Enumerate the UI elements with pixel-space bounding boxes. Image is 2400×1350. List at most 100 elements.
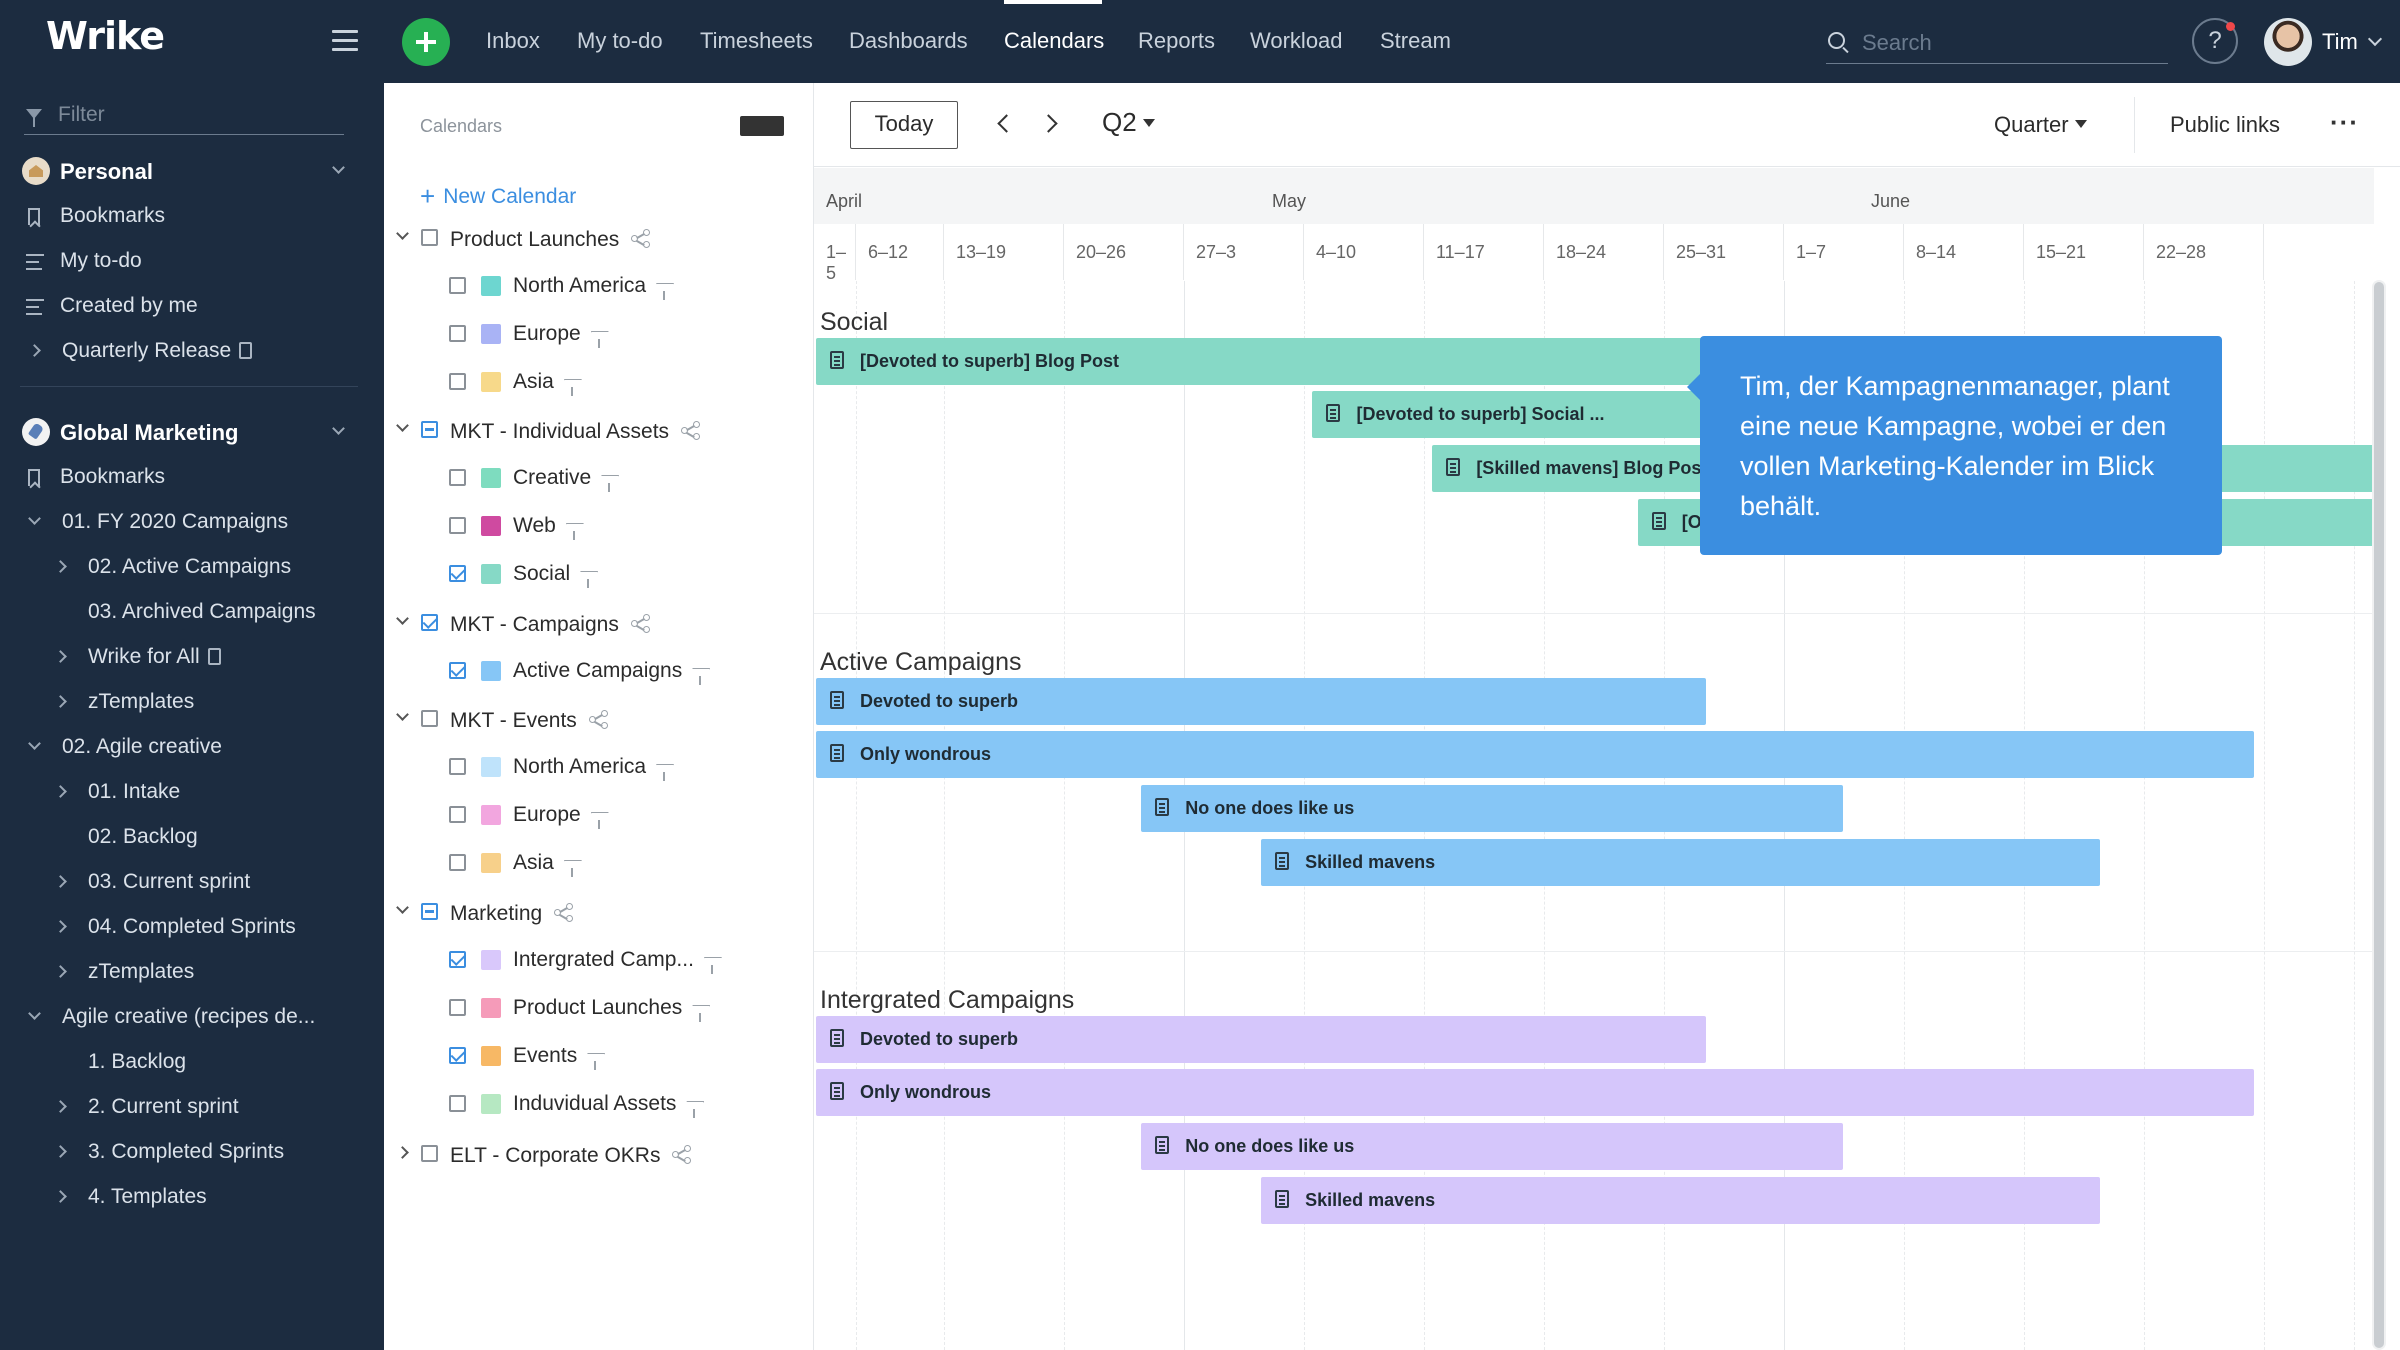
calendar-checkbox[interactable] [421, 710, 438, 727]
chevron-down-icon[interactable] [396, 708, 409, 721]
calendar-checkbox[interactable] [449, 373, 466, 390]
search-input[interactable] [1862, 28, 2152, 58]
nav-workload[interactable]: Workload [1250, 28, 1343, 53]
chevron-left-icon[interactable] [997, 114, 1016, 133]
chevron-down-icon[interactable] [396, 227, 409, 240]
sidebar-item-templates[interactable]: 4. Templates [0, 1177, 384, 1217]
filter-icon[interactable] [656, 283, 672, 294]
sidebar-item-ztemplates-2[interactable]: zTemplates [0, 952, 384, 992]
calendar-checkbox[interactable] [449, 758, 466, 775]
calendar-row[interactable]: North America [384, 747, 814, 787]
calendar-row[interactable]: Asia [384, 843, 814, 883]
chevron-right-icon[interactable] [54, 875, 67, 888]
sidebar-item-ztemplates[interactable]: zTemplates [0, 682, 384, 722]
chevron-right-icon[interactable] [1039, 114, 1058, 133]
sidebar-item-my-to-do[interactable]: My to-do [0, 241, 384, 281]
task-bar[interactable]: Only wondrous [816, 1069, 2254, 1116]
sidebar-item-quarterly-release[interactable]: Quarterly Release [0, 331, 384, 371]
new-calendar-button[interactable]: + New Calendar [420, 179, 576, 211]
filter-icon[interactable] [656, 764, 672, 775]
calendar-row[interactable]: Asia [384, 362, 814, 402]
nav-my-to-do[interactable]: My to-do [577, 28, 663, 53]
share-icon[interactable] [554, 903, 574, 923]
scale-selector[interactable]: Quarter [1994, 112, 2087, 138]
collapse-panel-icon[interactable] [740, 115, 786, 137]
sidebar-item-agile-creative[interactable]: 02. Agile creative [0, 727, 384, 767]
sidebar-item-created-by-me[interactable]: Created by me [0, 286, 384, 326]
create-new-button[interactable] [402, 18, 450, 66]
sidebar-item-fy2020-campaigns[interactable]: 01. FY 2020 Campaigns [0, 502, 384, 542]
chevron-right-icon[interactable] [54, 560, 67, 573]
chevron-right-icon[interactable] [396, 1146, 409, 1159]
filter-icon[interactable] [704, 957, 720, 968]
calendar-row[interactable]: MKT - Campaigns [384, 603, 814, 643]
space-personal[interactable]: Personal [0, 151, 384, 191]
task-bar[interactable]: No one does like us [1141, 785, 1844, 832]
chevron-right-icon[interactable] [54, 695, 67, 708]
calendar-row[interactable]: Active Campaigns [384, 651, 814, 691]
calendar-checkbox[interactable] [421, 1145, 438, 1162]
task-bar[interactable]: Skilled mavens [1261, 839, 2100, 886]
calendar-row[interactable]: Europe [384, 795, 814, 835]
calendar-checkbox[interactable] [449, 999, 466, 1016]
chevron-down-icon[interactable] [396, 419, 409, 432]
calendar-row[interactable]: Product Launches [384, 218, 814, 258]
sidebar-item-active-campaigns[interactable]: 02. Active Campaigns [0, 547, 384, 587]
chevron-right-icon[interactable] [54, 650, 67, 663]
nav-stream[interactable]: Stream [1380, 28, 1451, 53]
filter-icon[interactable] [591, 331, 607, 342]
share-icon[interactable] [681, 421, 701, 441]
task-bar[interactable]: No one does like us [1141, 1123, 1844, 1170]
period-selector[interactable]: Q2 [1102, 107, 1155, 138]
chevron-down-icon[interactable] [332, 161, 345, 174]
chevron-right-icon[interactable] [54, 1145, 67, 1158]
sidebar-item-current-sprint-2[interactable]: 2. Current sprint [0, 1087, 384, 1127]
calendar-row[interactable]: Product Launches [384, 988, 814, 1028]
calendar-checkbox[interactable] [421, 903, 438, 920]
help-button[interactable]: ? [2192, 18, 2238, 64]
calendar-checkbox[interactable] [449, 1095, 466, 1112]
calendar-row[interactable]: Europe [384, 314, 814, 354]
sidebar-item-intake[interactable]: 01. Intake [0, 772, 384, 812]
calendar-checkbox[interactable] [449, 469, 466, 486]
calendar-checkbox[interactable] [449, 951, 466, 968]
chevron-down-icon[interactable] [28, 512, 41, 525]
scrollbar-thumb[interactable] [2374, 282, 2384, 1348]
public-links-button[interactable]: Public links [2170, 112, 2281, 137]
calendar-row[interactable]: Events [384, 1036, 814, 1076]
calendar-checkbox[interactable] [449, 325, 466, 342]
sidebar-item-bookmarks[interactable]: Bookmarks [0, 196, 384, 236]
sidebar-item-archived-campaigns[interactable]: 03. Archived Campaigns [0, 592, 384, 632]
calendar-row[interactable]: MKT - Individual Assets [384, 410, 814, 450]
calendar-checkbox[interactable] [449, 277, 466, 294]
filter-icon[interactable] [601, 475, 617, 486]
calendar-checkbox[interactable] [449, 565, 466, 582]
calendar-row[interactable]: Marketing [384, 892, 814, 932]
filter-input[interactable] [58, 101, 338, 129]
calendar-checkbox[interactable] [449, 806, 466, 823]
share-icon[interactable] [588, 710, 609, 730]
task-bar[interactable]: Only wondrous [816, 731, 2254, 778]
calendar-checkbox[interactable] [421, 421, 438, 438]
chevron-right-icon[interactable] [28, 344, 41, 357]
calendar-checkbox[interactable] [421, 614, 438, 631]
task-bar[interactable]: Devoted to superb [816, 678, 1707, 725]
calendar-checkbox[interactable] [449, 662, 466, 679]
nav-timesheets[interactable]: Timesheets [700, 28, 813, 53]
sidebar-item-completed-sprints-2[interactable]: 3. Completed Sprints [0, 1132, 384, 1172]
chevron-right-icon[interactable] [54, 785, 67, 798]
more-options-icon[interactable]: ··· [2330, 107, 2359, 137]
calendar-row[interactable]: North America [384, 266, 814, 306]
calendar-checkbox[interactable] [449, 854, 466, 871]
task-bar[interactable]: Devoted to superb [816, 1016, 1707, 1063]
task-bar[interactable]: Skilled mavens [1261, 1177, 2100, 1224]
calendar-checkbox[interactable] [449, 517, 466, 534]
calendar-row[interactable]: MKT - Events [384, 699, 814, 739]
sidebar-item-completed-sprints[interactable]: 04. Completed Sprints [0, 907, 384, 947]
nav-reports[interactable]: Reports [1138, 28, 1216, 53]
filter-icon[interactable] [686, 1101, 702, 1112]
nav-inbox[interactable]: Inbox [486, 28, 540, 53]
chevron-down-icon[interactable] [396, 612, 409, 625]
filter-icon[interactable] [564, 860, 580, 871]
chevron-right-icon[interactable] [54, 965, 67, 978]
